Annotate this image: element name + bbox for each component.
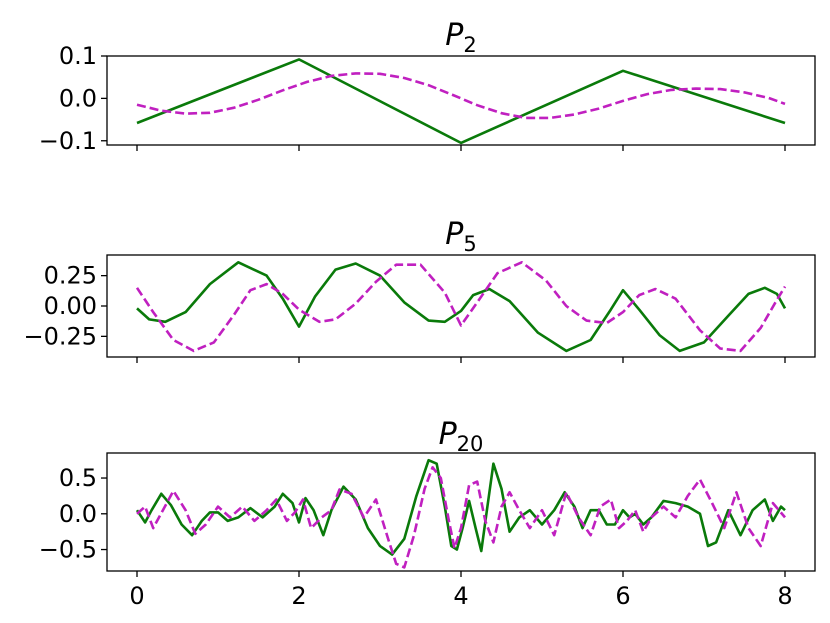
y-tick-label: 0.0 (59, 84, 97, 112)
y-tick-label: 0.25 (44, 262, 97, 290)
y-tick-label: 0.5 (59, 464, 97, 492)
y-tick-label: 0.00 (44, 292, 97, 320)
title-subscript: 20 (457, 432, 484, 456)
title-main: P (445, 217, 464, 252)
subplot-1: P2 0.1 0.0 −0.1 (39, 18, 816, 155)
series-line-dashed (135, 260, 787, 353)
series-line-dashed (136, 465, 786, 569)
subplot-2: P5 0.250.00−0.25 (23, 217, 816, 363)
y-tick-label: −0.25 (23, 322, 97, 350)
series-line-dashed (136, 72, 786, 120)
y-tick-label: 0.1 (59, 42, 97, 70)
y-tick-label: −0.5 (39, 536, 97, 564)
y-tick-label: 0.0 (59, 500, 97, 528)
subplot-title: P5 (445, 217, 476, 256)
series-line-solid (136, 58, 786, 145)
title-main: P (445, 18, 464, 53)
subplot-title: P2 (445, 18, 476, 57)
subplot-3: P20 0.5 0.0 −0.5 0 2 4 6 8 (39, 417, 816, 610)
y-tick-label: −0.1 (39, 127, 97, 155)
x-tick-label: 0 (129, 582, 144, 610)
x-tick-label: 2 (291, 582, 306, 610)
title-subscript: 2 (463, 33, 476, 57)
axes-frame (106, 55, 816, 146)
series-line-solid (136, 260, 787, 353)
x-tick-label: 6 (615, 582, 630, 610)
subplot-title: P20 (439, 417, 484, 456)
series-line-solid (135, 458, 786, 556)
x-tick-label: 8 (777, 582, 792, 610)
title-main: P (439, 417, 458, 452)
title-subscript: 5 (463, 232, 476, 256)
x-tick-label: 4 (453, 582, 468, 610)
